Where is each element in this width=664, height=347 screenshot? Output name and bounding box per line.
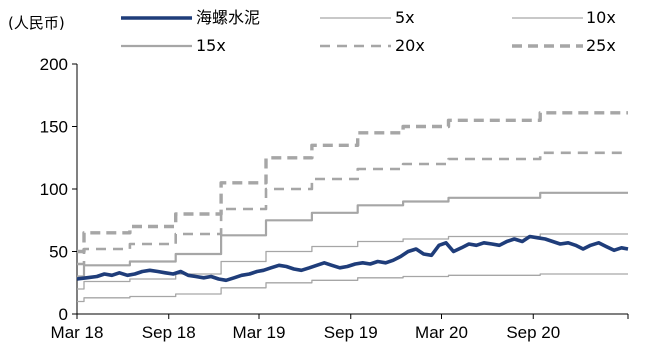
series-line-15x [77,191,628,278]
series-group [76,111,629,303]
x-tick-label: Sep 19 [324,323,378,342]
x-tick-label: Sep 18 [142,323,196,342]
x-tick-label: Mar 20 [415,323,468,342]
series-line-5x [77,273,628,303]
legend-label: 5x [395,8,415,27]
y-tick-label: 200 [40,55,68,74]
series-line-25x [77,111,628,254]
y-tick-label: 100 [40,180,68,199]
legend-label: 15x [196,36,226,55]
y-tick-label: 0 [59,305,68,324]
series-line-海螺水泥 [76,234,629,283]
x-tick-label: Mar 19 [233,323,286,342]
x-tick-label: Sep 20 [506,323,560,342]
unit-label: (人民币) [8,14,65,32]
legend-label: 10x [586,8,616,27]
x-axis: Mar 18 Sep 18 Mar 19 Sep 19 Mar 20 Sep 20 [51,313,629,342]
y-tick-label: 50 [49,243,68,262]
legend-label: 海螺水泥 [196,8,260,27]
legend: 海螺水泥 5x 10x 15x 20x 25x [121,8,616,55]
legend-label: 20x [395,36,425,55]
y-axis: 0 50 100 150 200 [40,55,78,324]
series-line-20x [77,151,628,266]
legend-label: 25x [586,36,616,55]
y-tick-label: 150 [40,118,68,137]
series-line-10x [77,233,628,290]
x-tick-label: Mar 18 [51,323,104,342]
